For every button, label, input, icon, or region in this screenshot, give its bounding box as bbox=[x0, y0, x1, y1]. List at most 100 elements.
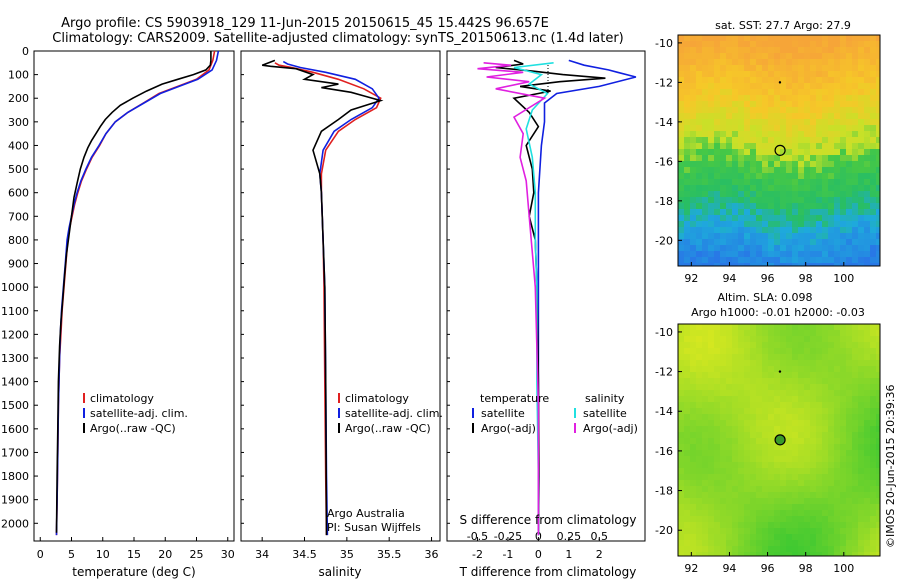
heatmap-cell bbox=[822, 480, 828, 486]
heatmap-cell bbox=[864, 384, 870, 390]
heatmap-cell bbox=[720, 125, 726, 131]
heatmap-cell bbox=[696, 420, 702, 426]
heatmap-cell bbox=[804, 251, 810, 257]
heatmap-cell bbox=[870, 402, 876, 408]
heatmap-cell bbox=[852, 155, 858, 161]
heatmap-cell bbox=[762, 540, 768, 546]
heatmap-cell bbox=[708, 552, 714, 556]
heatmap-cell bbox=[732, 336, 738, 342]
heatmap-cell bbox=[792, 71, 798, 77]
heatmap-cell bbox=[786, 372, 792, 378]
heatmap-cell bbox=[768, 209, 774, 215]
heatmap-cell bbox=[828, 486, 834, 492]
heatmap-cell bbox=[876, 444, 880, 450]
heatmap-cell bbox=[858, 185, 864, 191]
heatmap-cell bbox=[846, 486, 852, 492]
depth-tick-label: 700 bbox=[8, 210, 29, 223]
heatmap-cell bbox=[732, 360, 738, 366]
heatmap-cell bbox=[876, 233, 880, 239]
heatmap-cell bbox=[822, 552, 828, 556]
heatmap-cell bbox=[870, 504, 876, 510]
heatmap-cell bbox=[786, 227, 792, 233]
heatmap-cell bbox=[684, 203, 690, 209]
legend-swatch-climatology bbox=[338, 393, 340, 403]
heatmap-cell bbox=[696, 492, 702, 498]
heatmap-cell bbox=[792, 47, 798, 53]
heatmap-cell bbox=[828, 167, 834, 173]
heatmap-cell bbox=[804, 113, 810, 119]
heatmap-cell bbox=[858, 372, 864, 378]
heatmap-cell bbox=[768, 462, 774, 468]
heatmap-cell bbox=[870, 167, 876, 173]
heatmap-cell bbox=[828, 137, 834, 143]
heatmap-cell bbox=[762, 143, 768, 149]
heatmap-cell bbox=[816, 173, 822, 179]
heatmap-cell bbox=[774, 354, 780, 360]
heatmap-cell bbox=[762, 396, 768, 402]
heatmap-cell bbox=[858, 41, 864, 47]
heatmap-cell bbox=[792, 516, 798, 522]
legend-label-satellite: satellite-adj. clim. bbox=[90, 407, 188, 420]
heatmap-cell bbox=[774, 239, 780, 245]
heatmap-cell bbox=[774, 408, 780, 414]
heatmap-cell bbox=[840, 149, 846, 155]
heatmap-cell bbox=[810, 486, 816, 492]
heatmap-cell bbox=[834, 227, 840, 233]
heatmap-cell bbox=[690, 53, 696, 59]
heatmap-cell bbox=[678, 510, 684, 516]
heatmap-cell bbox=[690, 257, 696, 263]
heatmap-cell bbox=[744, 71, 750, 77]
heatmap-cell bbox=[714, 35, 720, 41]
heatmap-cell bbox=[786, 179, 792, 185]
difference-xtick-label: -1 bbox=[502, 548, 513, 561]
heatmap-cell bbox=[816, 366, 822, 372]
heatmap-cell bbox=[714, 438, 720, 444]
heatmap-cell bbox=[762, 438, 768, 444]
heatmap-cell bbox=[858, 149, 864, 155]
heatmap-cell bbox=[762, 456, 768, 462]
heatmap-cell bbox=[690, 185, 696, 191]
heatmap-cell bbox=[696, 263, 702, 266]
heatmap-cell bbox=[768, 384, 774, 390]
heatmap-cell bbox=[846, 107, 852, 113]
heatmap-cell bbox=[732, 474, 738, 480]
heatmap-cell bbox=[798, 119, 804, 125]
heatmap-cell bbox=[732, 53, 738, 59]
heatmap-cell bbox=[876, 137, 880, 143]
heatmap-cell bbox=[684, 107, 690, 113]
heatmap-cell bbox=[804, 342, 810, 348]
heatmap-cell bbox=[834, 426, 840, 432]
heatmap-cell bbox=[864, 504, 870, 510]
heatmap-cell bbox=[732, 77, 738, 83]
heatmap-cell bbox=[720, 342, 726, 348]
heatmap-cell bbox=[678, 456, 684, 462]
heatmap-cell bbox=[792, 462, 798, 468]
heatmap-cell bbox=[858, 426, 864, 432]
heatmap-cell bbox=[714, 330, 720, 336]
heatmap-cell bbox=[852, 191, 858, 197]
heatmap-cell bbox=[732, 197, 738, 203]
heatmap-cell bbox=[756, 257, 762, 263]
heatmap-cell bbox=[696, 360, 702, 366]
heatmap-cell bbox=[678, 221, 684, 227]
heatmap-cell bbox=[732, 125, 738, 131]
heatmap-cell bbox=[804, 390, 810, 396]
legend-swatch-satellite bbox=[338, 408, 340, 418]
depth-tick-label: 200 bbox=[8, 92, 29, 105]
heatmap-cell bbox=[786, 534, 792, 540]
heatmap-cell bbox=[756, 516, 762, 522]
heatmap-cell bbox=[834, 113, 840, 119]
heatmap-cell bbox=[678, 65, 684, 71]
heatmap-cell bbox=[864, 113, 870, 119]
heatmap-cell bbox=[870, 161, 876, 167]
heatmap-cell bbox=[810, 522, 816, 528]
heatmap-cell bbox=[876, 396, 880, 402]
heatmap-cell bbox=[690, 336, 696, 342]
heatmap-cell bbox=[792, 330, 798, 336]
heatmap-cell bbox=[684, 227, 690, 233]
heatmap-cell bbox=[858, 342, 864, 348]
heatmap-cell bbox=[798, 354, 804, 360]
heatmap-cell bbox=[828, 468, 834, 474]
heatmap-cell bbox=[720, 516, 726, 522]
heatmap-cell bbox=[858, 233, 864, 239]
